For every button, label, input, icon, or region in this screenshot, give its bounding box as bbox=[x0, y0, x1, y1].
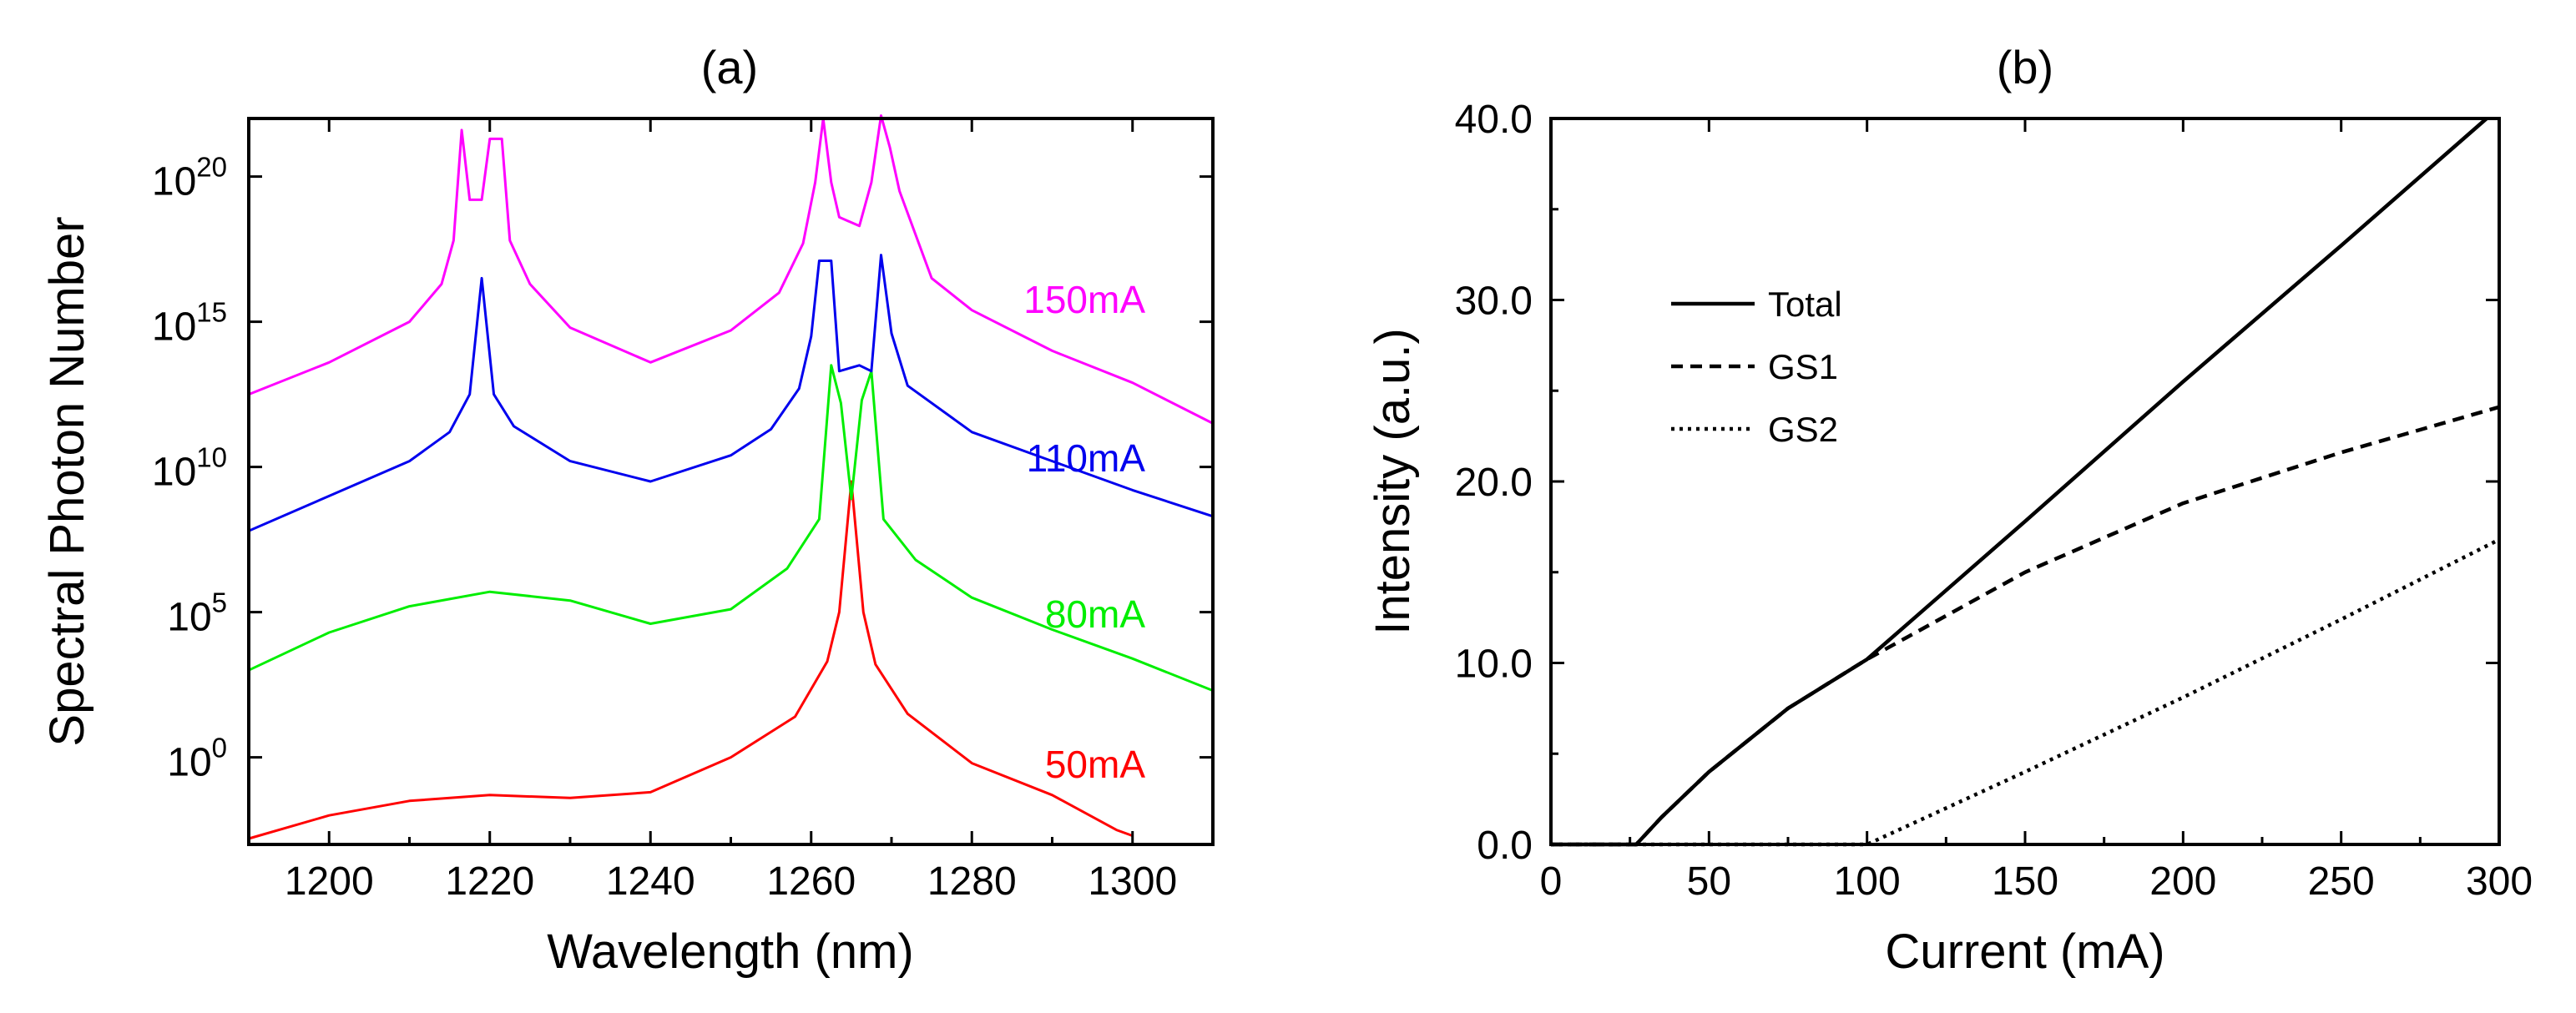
x-tick-label: 0 bbox=[1540, 859, 1563, 904]
panel-b-legend: Total GS1 GS2 bbox=[1671, 285, 1842, 449]
series-80mA-line bbox=[248, 364, 1214, 692]
panel-a-x-ticks: 1200 1220 1240 1260 1280 1300 bbox=[247, 118, 1215, 904]
panel-a-x-axis-label: Wavelength (nm) bbox=[547, 925, 913, 979]
x-tick-label: 1260 bbox=[766, 859, 856, 904]
panel-a-frame bbox=[247, 117, 1215, 846]
x-tick-label: 250 bbox=[2308, 859, 2375, 904]
series-50mA-line bbox=[248, 480, 1134, 840]
panel-a-y-ticks: 100 105 1010 1015 1020 bbox=[152, 152, 1213, 785]
series-gs2-line bbox=[1551, 537, 2501, 847]
panel-b-frame bbox=[1549, 117, 2501, 846]
curve-label-110mA: 110mA bbox=[1027, 436, 1146, 480]
panel-b-x-ticks: 0 50 100 150 200 250 300 bbox=[1540, 118, 2533, 904]
panel-b-series bbox=[1551, 117, 2501, 847]
y-tick-label: 1020 bbox=[152, 152, 227, 204]
legend-label-gs1: GS1 bbox=[1768, 347, 1838, 386]
panel-a-y-axis-label: Spectral Photon Number bbox=[40, 216, 94, 746]
x-tick-label: 1200 bbox=[285, 859, 374, 904]
x-tick-label: 100 bbox=[1834, 859, 1901, 904]
series-total-line bbox=[1551, 117, 2488, 847]
panel-a: (a) 1200 1220 1240 1260 1280 1300 10010510101… bbox=[40, 41, 1215, 979]
series-110mA-line bbox=[248, 254, 1214, 532]
panel-a-curve-labels: 50mA 80mA 110mA 150mA bbox=[1023, 278, 1145, 786]
legend-label-total: Total bbox=[1768, 285, 1842, 324]
y-tick-label: 1015 bbox=[152, 297, 227, 350]
panel-a-title: (a) bbox=[701, 41, 758, 93]
y-tick-label: 105 bbox=[167, 587, 227, 640]
x-tick-label: 1280 bbox=[927, 859, 1017, 904]
panel-b-y-axis-label: Intensity (a.u.) bbox=[1366, 328, 1420, 634]
y-tick-label: 30.0 bbox=[1455, 280, 1533, 324]
panel-a-series bbox=[248, 114, 1214, 840]
x-tick-label: 1240 bbox=[606, 859, 695, 904]
panel-b-x-axis-label: Current (mA) bbox=[1885, 925, 2164, 979]
x-tick-label: 1300 bbox=[1088, 859, 1177, 904]
curve-label-80mA: 80mA bbox=[1045, 592, 1145, 636]
x-tick-label: 300 bbox=[2466, 859, 2533, 904]
y-tick-label: 1010 bbox=[152, 442, 227, 495]
x-tick-label: 50 bbox=[1687, 859, 1731, 904]
panel-b-title: (b) bbox=[1997, 41, 2053, 93]
panel-b: (b) 0 50 100 150 200 250 300 0.0 10.0 20.0 30.0 40… bbox=[1366, 41, 2533, 979]
x-tick-label: 1220 bbox=[445, 859, 534, 904]
curve-label-50mA: 50mA bbox=[1045, 743, 1145, 786]
y-tick-label: 40.0 bbox=[1455, 98, 1533, 142]
y-tick-label: 20.0 bbox=[1455, 461, 1533, 505]
x-tick-label: 150 bbox=[1992, 859, 2058, 904]
series-gs1-line bbox=[1551, 405, 2500, 847]
x-tick-label: 200 bbox=[2149, 859, 2216, 904]
curve-label-150mA: 150mA bbox=[1023, 278, 1145, 321]
y-tick-label: 0.0 bbox=[1477, 824, 1533, 868]
panel-b-y-ticks: 0.0 10.0 20.0 30.0 40.0 bbox=[1455, 98, 2499, 868]
legend-label-gs2: GS2 bbox=[1768, 410, 1838, 449]
series-150mA-line bbox=[248, 114, 1214, 425]
y-tick-label: 10.0 bbox=[1455, 643, 1533, 687]
y-tick-label: 100 bbox=[167, 733, 227, 785]
